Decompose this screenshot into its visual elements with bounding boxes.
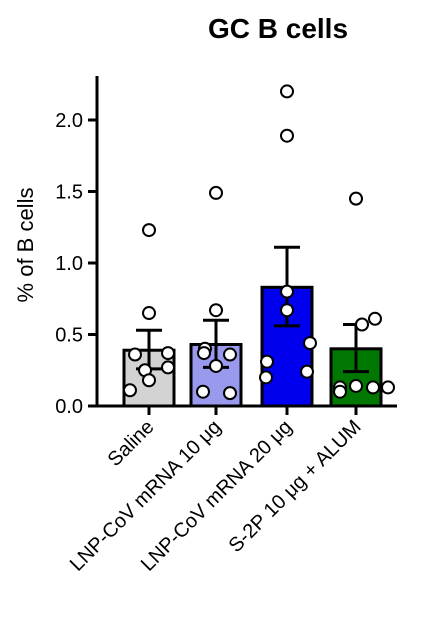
data-point (128, 347, 142, 362)
data-point (280, 303, 294, 318)
data-point (381, 380, 395, 395)
data-point (280, 84, 294, 99)
y-tick-label: 0.0 (55, 396, 83, 418)
y-tick-label: 0.5 (55, 325, 83, 347)
y-axis-label: % of B cells (13, 188, 38, 303)
data-point (349, 378, 363, 393)
x-tick-label: Saline (104, 416, 159, 471)
data-point (196, 384, 210, 399)
data-point (142, 223, 156, 238)
data-point (209, 358, 223, 373)
data-point (355, 317, 369, 332)
data-point (209, 185, 223, 200)
data-point (280, 284, 294, 299)
data-point (161, 346, 175, 361)
data-point (260, 354, 274, 369)
data-point (300, 364, 314, 379)
y-tick-label: 1.0 (55, 253, 83, 275)
data-point (223, 347, 237, 362)
data-point (161, 360, 175, 375)
data-point (123, 383, 137, 398)
x-tick-label: S-2P 10 μg + ALUM (225, 416, 366, 557)
data-point (142, 306, 156, 321)
data-point (223, 386, 237, 401)
data-point (368, 311, 382, 326)
data-point (280, 128, 294, 143)
data-point (333, 384, 347, 399)
data-point (303, 336, 317, 351)
y-tick-label: 1.5 (55, 182, 83, 204)
data-point (142, 373, 156, 388)
data-point (259, 370, 273, 385)
data-point (197, 346, 211, 361)
data-point (366, 380, 380, 395)
data-point (349, 191, 363, 206)
data-point (209, 303, 223, 318)
chart-title: GC B cells (208, 13, 348, 44)
y-tick-label: 2.0 (55, 110, 83, 132)
